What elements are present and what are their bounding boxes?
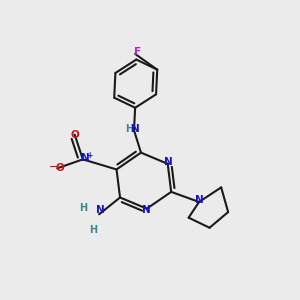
Text: H: H <box>125 124 134 134</box>
Text: N: N <box>195 195 203 205</box>
Text: N: N <box>142 205 151 215</box>
Text: +: + <box>87 151 93 160</box>
Text: H: H <box>79 202 87 213</box>
Text: N: N <box>131 124 140 134</box>
Text: N: N <box>96 205 105 215</box>
Text: O: O <box>55 163 64 173</box>
Text: F: F <box>134 47 141 57</box>
Text: O: O <box>70 130 79 140</box>
Text: H: H <box>89 225 98 235</box>
Text: −: − <box>48 162 58 172</box>
Text: N: N <box>81 153 89 163</box>
Text: N: N <box>164 157 173 167</box>
